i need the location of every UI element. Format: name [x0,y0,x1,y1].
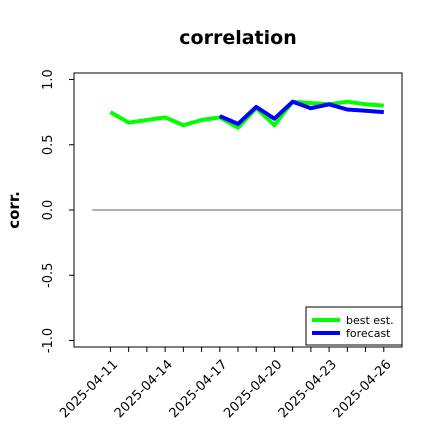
x-tick-label: 2025-04-26 [331,357,395,421]
legend-label: forecast [346,327,391,340]
legend-box [305,306,403,346]
y-tick-label: 0.0 [41,200,56,221]
chart-title: correlation [179,27,296,49]
y-tick-label: 0.5 [41,134,56,155]
y-tick-label: 1.0 [41,69,56,90]
legend: best est.forecast [305,306,403,346]
y-tick-label: -1.0 [41,328,56,353]
legend-label: best est. [346,314,394,327]
y-tick-label: -0.5 [41,263,56,288]
series-line-forecast [219,99,384,126]
plot-area: -1.0-0.50.00.51.02025-04-112025-04-14202… [41,69,403,421]
y-axis-label: corr. [5,191,23,229]
